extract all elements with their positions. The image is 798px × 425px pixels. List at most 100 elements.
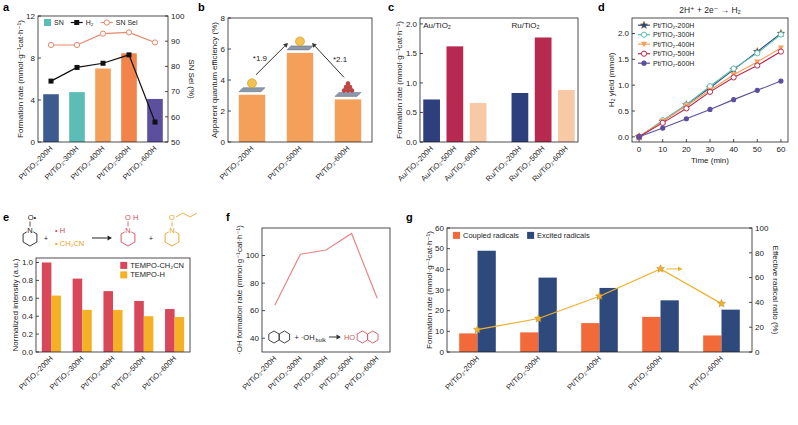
bar: [51, 296, 61, 352]
legend-label: H₂: [86, 19, 94, 26]
bar: [642, 317, 660, 352]
y-tick-label: 2.0: [618, 29, 630, 38]
y-tick: [420, 82, 423, 83]
y-tick: [36, 334, 39, 335]
scheme-label: • CH₂CN: [55, 239, 84, 248]
marker: [48, 42, 53, 47]
x-tick-label: Pt/TiO₂-200H: [443, 354, 481, 392]
catalyst-support: [287, 46, 313, 50]
y-tick-label: 0.5: [618, 107, 630, 116]
scheme-label: +: [149, 234, 154, 243]
y-tick: [749, 327, 752, 328]
y-tick-label: 60: [755, 273, 764, 282]
bar: [600, 288, 618, 352]
marker: [75, 65, 80, 70]
y-tick-label: 0.2: [22, 330, 34, 339]
y-axis-title: Formation rate (mmol·g⁻¹cat·h⁻¹): [16, 20, 25, 138]
line: [639, 48, 781, 137]
x-tick-label: Pt/TiO₂-500H: [626, 354, 664, 392]
marker: [755, 51, 760, 56]
arrow: [329, 337, 337, 338]
y-tick-label: 70: [171, 87, 180, 96]
frame: [447, 228, 752, 352]
bar: [558, 90, 575, 142]
y-tick: [38, 58, 41, 59]
arrow-head: [678, 267, 683, 272]
line: [639, 35, 781, 137]
line: [639, 81, 781, 137]
y-tick: [632, 136, 635, 137]
plot-area: [275, 234, 377, 306]
y-tick: [262, 338, 265, 339]
legend-swatch: [44, 19, 51, 26]
bar: [722, 310, 740, 352]
y-tick: [36, 280, 39, 281]
marker: [718, 299, 726, 307]
y-tick: [749, 277, 752, 278]
x-tick-label: 20: [682, 145, 691, 154]
bar: [335, 99, 361, 142]
legend-marker: [641, 51, 646, 56]
frame: [262, 228, 390, 352]
marker: [100, 31, 105, 36]
y-tick: [165, 41, 168, 42]
bar: [69, 92, 85, 142]
y-axis-title: SN Sel (%): [187, 59, 196, 99]
legend-marker: [641, 42, 647, 48]
legend-marker: [104, 20, 109, 25]
marker: [635, 133, 643, 141]
marker: [596, 292, 604, 300]
arrow: [92, 238, 108, 239]
ring: [279, 331, 289, 343]
bar: [470, 103, 487, 142]
y-tick: [36, 316, 39, 317]
marker: [153, 120, 158, 125]
x-tick: [780, 139, 781, 142]
arrow-head: [336, 335, 341, 340]
line: [639, 34, 781, 137]
x-tick-label: Ru/TiO₂-600H: [530, 144, 569, 183]
ring: [269, 331, 279, 343]
x-tick-label: 30: [706, 145, 715, 154]
y-tick-label: 0: [440, 348, 445, 357]
y-tick-label: 50: [435, 244, 444, 253]
legend-marker: [74, 20, 79, 25]
y-tick-label: 1.5: [618, 55, 630, 64]
metal-particle: [248, 79, 257, 88]
scheme-label: +: [44, 234, 49, 243]
x-tick-label: Pt/TiO₂-600H: [140, 354, 178, 392]
bar: [423, 99, 440, 142]
legend: Coupled radicalsExcited radicals: [453, 231, 590, 240]
x-tick-label: 60: [776, 145, 785, 154]
y-axis-title: H₂ yield (mmol): [607, 52, 616, 107]
frame: [228, 18, 372, 142]
y-tick: [447, 269, 450, 270]
y-tick: [447, 310, 450, 311]
y-tick-label: 4: [221, 76, 226, 85]
marker: [636, 134, 641, 139]
y-tick-label: 40: [435, 265, 444, 274]
scheme-label: HO: [344, 333, 355, 342]
plot-area: [459, 251, 740, 352]
y-tick: [165, 66, 168, 67]
marker: [755, 88, 760, 93]
y-tick-label: 80: [755, 249, 764, 258]
y-tick-label: 100: [755, 224, 769, 233]
y-tick: [749, 252, 752, 253]
bar: [147, 99, 163, 142]
legend-marker: [641, 32, 646, 37]
y-tick-label: 0.0: [406, 138, 418, 147]
x-tick-label: Au/TiO₂-600H: [442, 144, 481, 183]
y-tick-label: 6: [221, 45, 226, 54]
y-tick-label: 4: [31, 96, 36, 105]
y-tick: [228, 49, 231, 50]
arrow-head: [312, 43, 317, 48]
line: [51, 55, 155, 122]
ring: [357, 331, 367, 343]
y-tick-label: 8: [31, 54, 36, 63]
panel-letter: e: [3, 211, 9, 223]
annotation: *1.9: [253, 54, 268, 63]
y-axis-title: ·OH formation rate (mmol·g⁻¹cat·h⁻¹): [235, 225, 244, 355]
scheme-label: H: [133, 213, 138, 222]
x-tick: [710, 139, 711, 142]
